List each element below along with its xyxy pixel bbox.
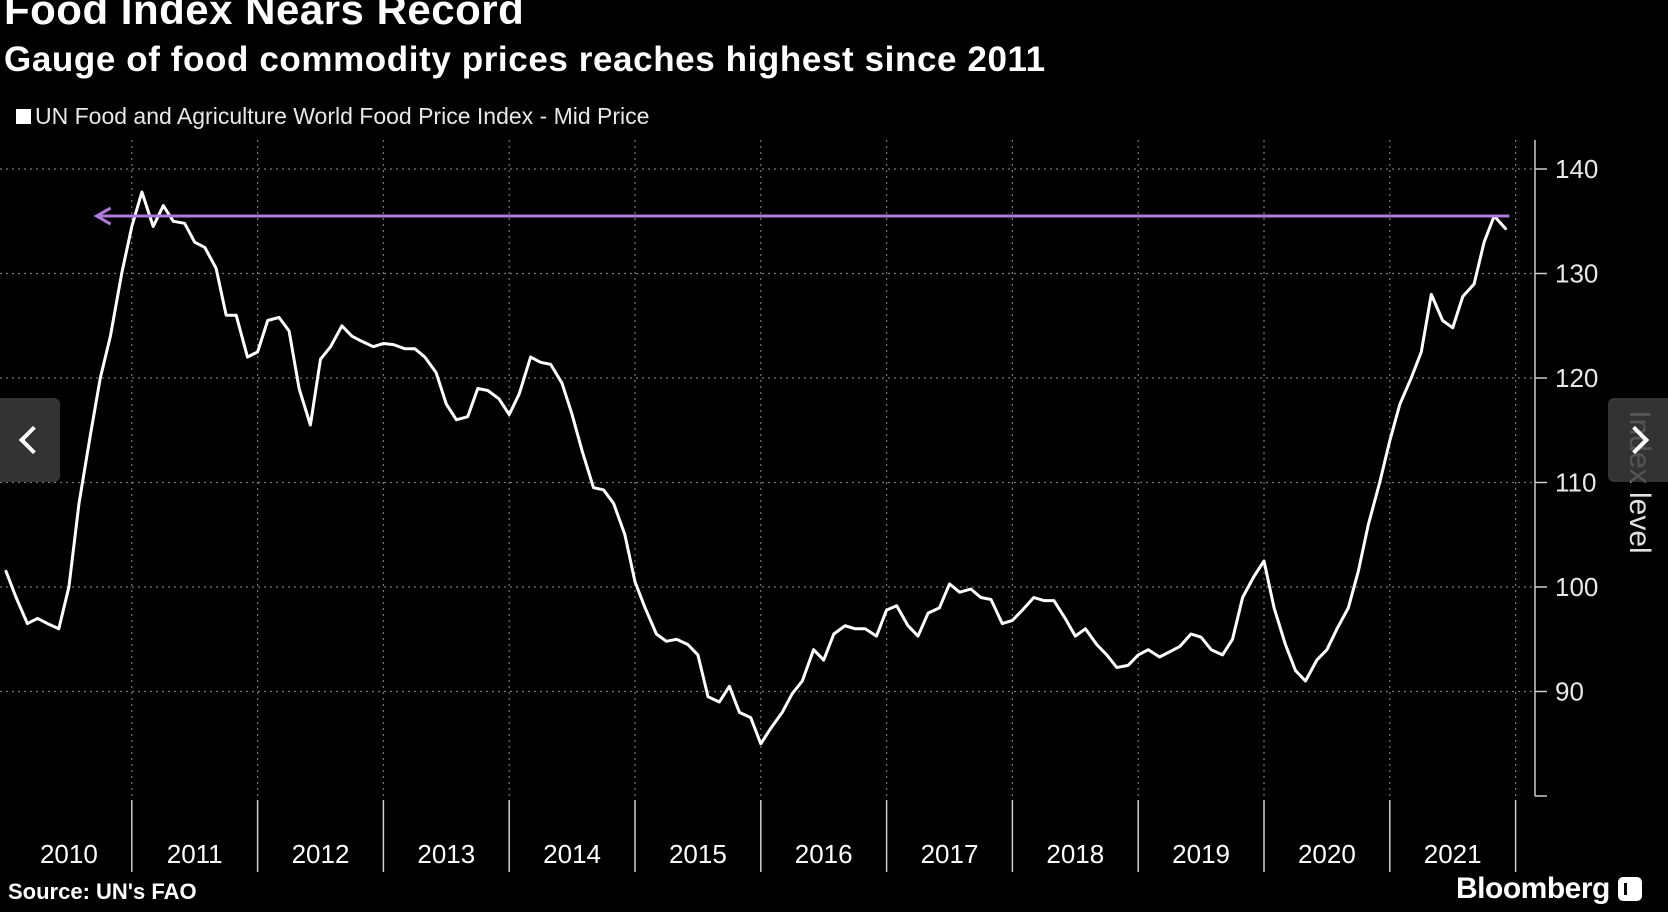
x-tick-label: 2020: [1298, 839, 1356, 869]
next-button[interactable]: [1608, 398, 1668, 482]
x-tick-label: 2010: [40, 839, 98, 869]
x-tick-label: 2015: [669, 839, 727, 869]
legend-swatch: [16, 109, 31, 124]
legend-label: UN Food and Agriculture World Food Price…: [35, 103, 650, 129]
y-tick-label: 100: [1555, 572, 1598, 602]
chevron-right-icon: [1620, 425, 1650, 455]
terminal-icon: [1617, 877, 1642, 901]
x-tick-label: 2019: [1172, 839, 1230, 869]
legend: UN Food and Agriculture World Food Price…: [16, 103, 649, 130]
chevron-left-icon: [18, 425, 48, 455]
source-note: Source: UN's FAO: [8, 879, 197, 904]
y-tick-label: 110: [1555, 468, 1596, 498]
y-tick-label: 120: [1555, 363, 1598, 393]
series-line-food-price-index: [4, 190, 1507, 746]
y-tick-label: 90: [1555, 677, 1584, 707]
chart-subtitle: Gauge of food commodity prices reaches h…: [4, 40, 1046, 79]
annotation-arrow-head: [93, 206, 112, 226]
x-tick-label: 2013: [417, 839, 475, 869]
brand-name: Bloomberg: [1456, 872, 1610, 905]
y-tick-label: 140: [1555, 154, 1598, 184]
previous-button[interactable]: [0, 398, 60, 482]
y-tick-label: 130: [1555, 259, 1598, 289]
x-tick-label: 2017: [921, 839, 979, 869]
x-tick-label: 2012: [292, 839, 350, 869]
x-tick-label: 2014: [543, 839, 601, 869]
x-tick-label: 2016: [795, 839, 853, 869]
x-tick-label: 2018: [1046, 839, 1104, 869]
x-tick-label: 2021: [1424, 839, 1482, 869]
chart-title: Food Index Nears Record: [4, 0, 525, 33]
x-tick-label: 2011: [167, 839, 223, 869]
brand-logo: Bloomberg: [1456, 872, 1642, 906]
